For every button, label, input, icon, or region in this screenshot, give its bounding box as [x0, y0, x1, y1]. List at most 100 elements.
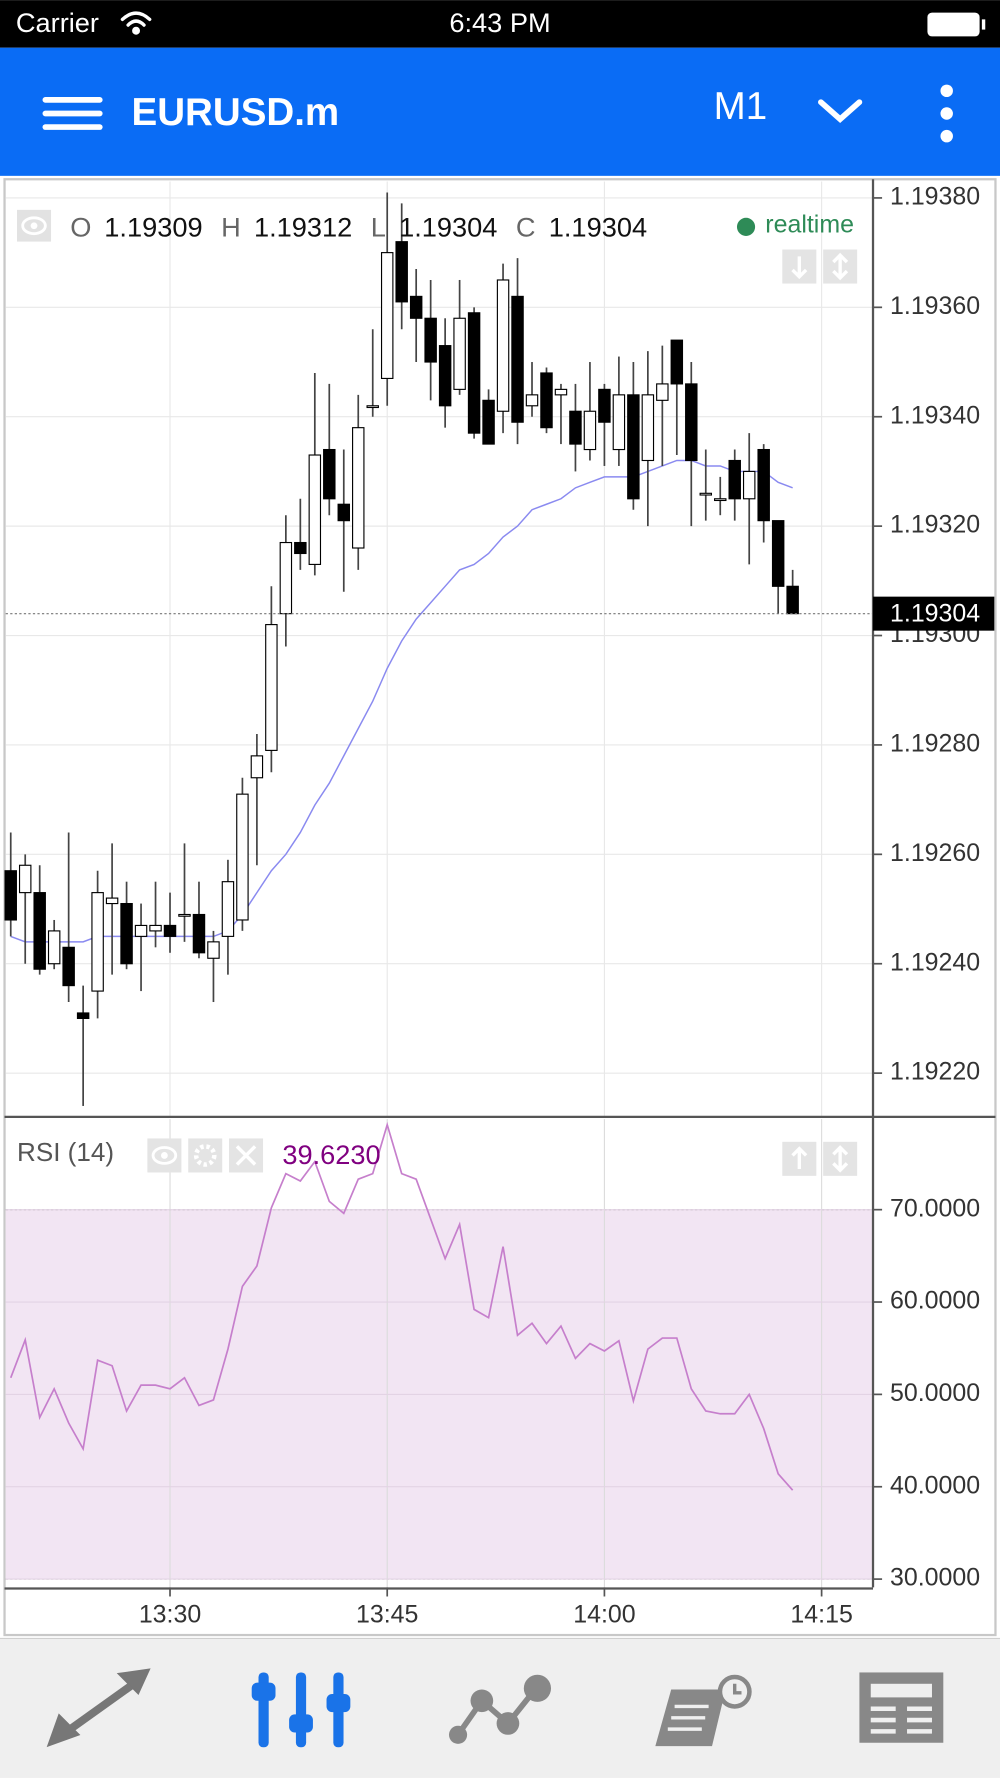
candle-body: [294, 541, 307, 555]
last-price-box: [873, 596, 995, 631]
candle-body: [525, 394, 539, 407]
candle-body: [62, 946, 75, 987]
rsi-title: RSI (14): [17, 1137, 114, 1167]
tab-bar: [0, 1638, 1000, 1778]
status-bar: [0, 0, 1000, 48]
x-tick-label: 13:45: [356, 1600, 418, 1628]
rsi-scale-buttons[interactable]: [782, 1141, 858, 1176]
candle-body: [207, 941, 220, 959]
timeframe[interactable]: M1: [714, 85, 768, 128]
candle-body: [482, 399, 495, 445]
x-tick-label: 14:00: [573, 1600, 635, 1628]
rsi-tick-label: 50.0000: [890, 1379, 980, 1407]
y-tick-label: 1.19220: [890, 1058, 980, 1086]
candle-body: [598, 388, 611, 423]
y-tick-label: 1.19380: [890, 183, 980, 211]
candle-body: [569, 410, 582, 445]
candle-body: [685, 383, 698, 462]
candle-body: [352, 427, 365, 549]
rsi-tick-label: 40.0000: [890, 1471, 980, 1499]
candle-body: [670, 339, 684, 385]
clock: 6:43 PM: [449, 7, 550, 38]
candle-body: [641, 394, 655, 462]
candle-body: [366, 405, 379, 409]
candle-body: [786, 585, 799, 615]
realtime-dot: [736, 217, 756, 236]
ohlc-value: 1.19304: [549, 211, 647, 242]
candle-body: [467, 312, 481, 434]
tab-objects[interactable]: [448, 1674, 552, 1744]
more-button[interactable]: [940, 84, 953, 143]
candle-body: [279, 541, 293, 615]
scale-buttons[interactable]: [782, 249, 858, 284]
candle-body: [757, 448, 770, 522]
carrier: Carrier: [16, 7, 99, 38]
y-tick-label: 1.19340: [890, 401, 980, 429]
candle-body: [163, 924, 177, 937]
candle-body: [583, 410, 597, 451]
menu-button[interactable]: [42, 97, 103, 130]
candle-body: [47, 930, 61, 965]
candle-body: [91, 892, 104, 992]
candle-body: [496, 279, 510, 412]
tab-crosshair[interactable]: [46, 1668, 151, 1748]
candle-body: [236, 793, 249, 921]
candle-body: [4, 870, 17, 921]
rsi-buttons[interactable]: [147, 1138, 264, 1173]
symbol[interactable]: EURUSD.m: [132, 91, 340, 134]
ohlc-letter: C: [516, 211, 536, 242]
visibility-toggle[interactable]: [17, 209, 52, 242]
tab-news[interactable]: [859, 1672, 944, 1743]
candle-body: [728, 459, 741, 500]
battery-icon: [927, 12, 986, 37]
candle-body: [265, 624, 278, 751]
candle-body: [453, 317, 466, 390]
ohlc-letter: H: [221, 211, 241, 242]
rsi-tick-label: 60.0000: [890, 1287, 980, 1315]
candle-body: [699, 492, 713, 496]
candle-body: [511, 295, 524, 423]
candle-body: [337, 503, 351, 522]
candle-body: [149, 924, 162, 932]
candle-body: [395, 241, 408, 303]
candle-body: [714, 498, 727, 502]
rsi-tick-label: 30.0000: [890, 1564, 980, 1592]
ohlc-value: 1.19304: [399, 211, 497, 242]
y-tick-label: 1.19280: [890, 730, 980, 758]
realtime-label: realtime: [765, 210, 854, 238]
ohlc-value: 1.19312: [254, 211, 352, 242]
x-tick-label: 14:15: [790, 1600, 852, 1628]
candle-body: [409, 295, 423, 319]
candle-body: [554, 388, 568, 396]
candle-body: [540, 372, 553, 429]
tab-history[interactable]: [655, 1674, 752, 1747]
candle-body: [178, 913, 191, 917]
ohlc-value: 1.19309: [104, 211, 202, 242]
candle-body: [742, 470, 756, 500]
candle-body: [105, 897, 119, 905]
timeframe-dropdown[interactable]: [818, 99, 863, 123]
candle-body: [771, 520, 785, 587]
candle-body: [33, 892, 46, 970]
rsi-tick-label: 70.0000: [890, 1194, 980, 1222]
candle-body: [308, 454, 322, 565]
candle-body: [438, 345, 452, 407]
y-tick-label: 1.19240: [890, 948, 980, 976]
candle-body: [192, 913, 206, 954]
candle-body: [250, 755, 264, 779]
x-tick-label: 13:30: [139, 1600, 201, 1628]
tab-indicators[interactable]: [251, 1672, 351, 1748]
y-tick-label: 1.19260: [890, 839, 980, 867]
candle-body: [323, 448, 336, 500]
candle-body: [120, 902, 133, 965]
candle-body: [612, 394, 626, 451]
ohlc-letter: L: [371, 211, 386, 242]
candle-body: [134, 924, 148, 937]
y-tick-label: 1.19320: [890, 511, 980, 539]
wifi-icon: [120, 11, 152, 35]
candle-body: [221, 881, 235, 937]
candle-body: [627, 394, 640, 500]
candle-body: [18, 864, 32, 894]
